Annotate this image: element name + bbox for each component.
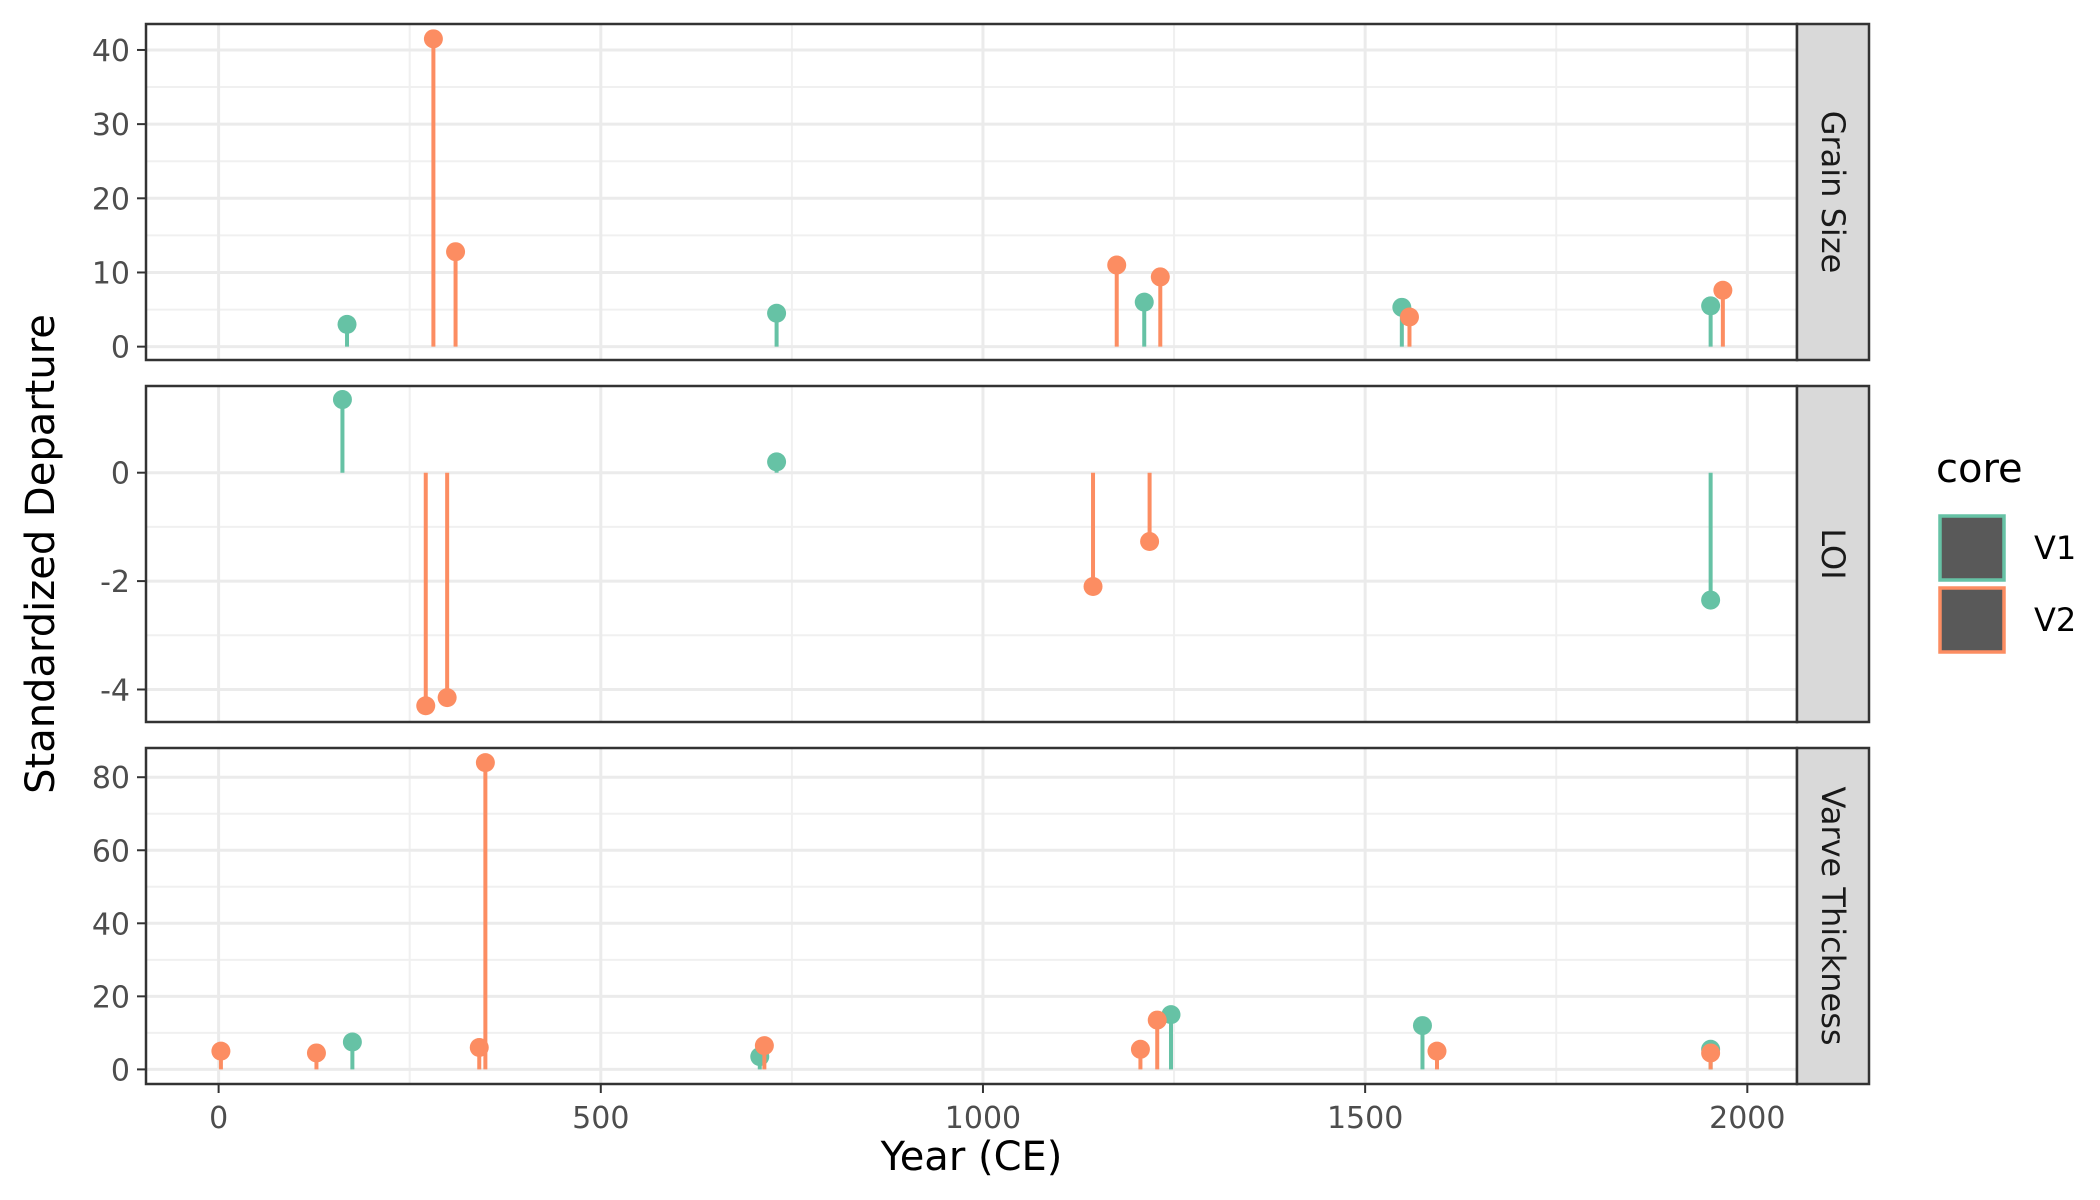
point-v1: [767, 303, 787, 323]
legend-key-v1: [1938, 514, 2006, 582]
x-tick-label: 1500: [1327, 1101, 1403, 1136]
y-tick-label: 0: [111, 1053, 130, 1088]
strip-loi: [1795, 384, 1871, 724]
legend-title: core: [1936, 446, 2023, 492]
point-v2: [1140, 532, 1160, 552]
point-v2: [1427, 1041, 1447, 1061]
point-v2: [1147, 1010, 1167, 1030]
point-v1: [1701, 296, 1721, 316]
y-tick-label: -4: [100, 673, 130, 708]
point-v2: [416, 696, 436, 716]
y-tick-label: 80: [92, 761, 130, 796]
point-v2: [1107, 255, 1127, 275]
x-tick-label: 500: [572, 1101, 629, 1136]
panel-loi: [146, 386, 1797, 722]
panel-varve-thickness: [146, 748, 1797, 1084]
point-v1: [342, 1032, 362, 1052]
x-tick-label: 1000: [945, 1101, 1021, 1136]
x-axis-title: Year (CE): [880, 1134, 1063, 1180]
point-v1: [767, 452, 787, 472]
y-tick-label: -2: [100, 565, 130, 600]
point-v1: [1701, 590, 1721, 610]
y-tick-label: 20: [92, 980, 130, 1015]
y-tick-label: 0: [111, 331, 130, 366]
point-v1: [1134, 292, 1154, 312]
y-tick-label: 40: [92, 907, 130, 942]
point-v2: [423, 29, 443, 49]
point-v2: [446, 242, 466, 262]
point-v1: [337, 314, 357, 334]
y-tick-label: 20: [92, 182, 130, 217]
point-v2: [1150, 267, 1170, 287]
point-v2: [475, 753, 495, 773]
x-tick-label: 2000: [1709, 1101, 1785, 1136]
point-v2: [1701, 1043, 1721, 1063]
y-axis-title: Standardized Departure: [18, 314, 64, 794]
strip-label: LOI: [1814, 528, 1852, 579]
panel-grain-size: [146, 24, 1797, 360]
strip-varve-thickness: [1795, 746, 1871, 1086]
strip-label: Grain Size: [1814, 111, 1852, 274]
x-tick-label: 0: [209, 1101, 228, 1136]
point-v1: [332, 390, 352, 410]
point-v2: [437, 688, 457, 708]
point-v1: [1412, 1016, 1432, 1036]
legend-label: V2: [2034, 601, 2076, 639]
point-v2: [1130, 1039, 1150, 1059]
point-v2: [754, 1036, 774, 1056]
point-v2: [211, 1041, 231, 1061]
point-v2: [1713, 280, 1733, 300]
y-tick-label: 30: [92, 108, 130, 143]
y-tick-label: 10: [92, 256, 130, 291]
y-tick-label: 40: [92, 34, 130, 69]
legend-key-v2: [1938, 586, 2006, 654]
y-tick-label: 0: [111, 457, 130, 492]
strip-grain-size: [1795, 22, 1871, 362]
legend-label: V1: [2034, 529, 2076, 567]
point-v2: [1083, 577, 1103, 597]
point-v2: [306, 1043, 326, 1063]
strip-label: Varve Thickness: [1814, 786, 1852, 1045]
point-v2: [1399, 307, 1419, 327]
y-tick-label: 60: [92, 834, 130, 869]
